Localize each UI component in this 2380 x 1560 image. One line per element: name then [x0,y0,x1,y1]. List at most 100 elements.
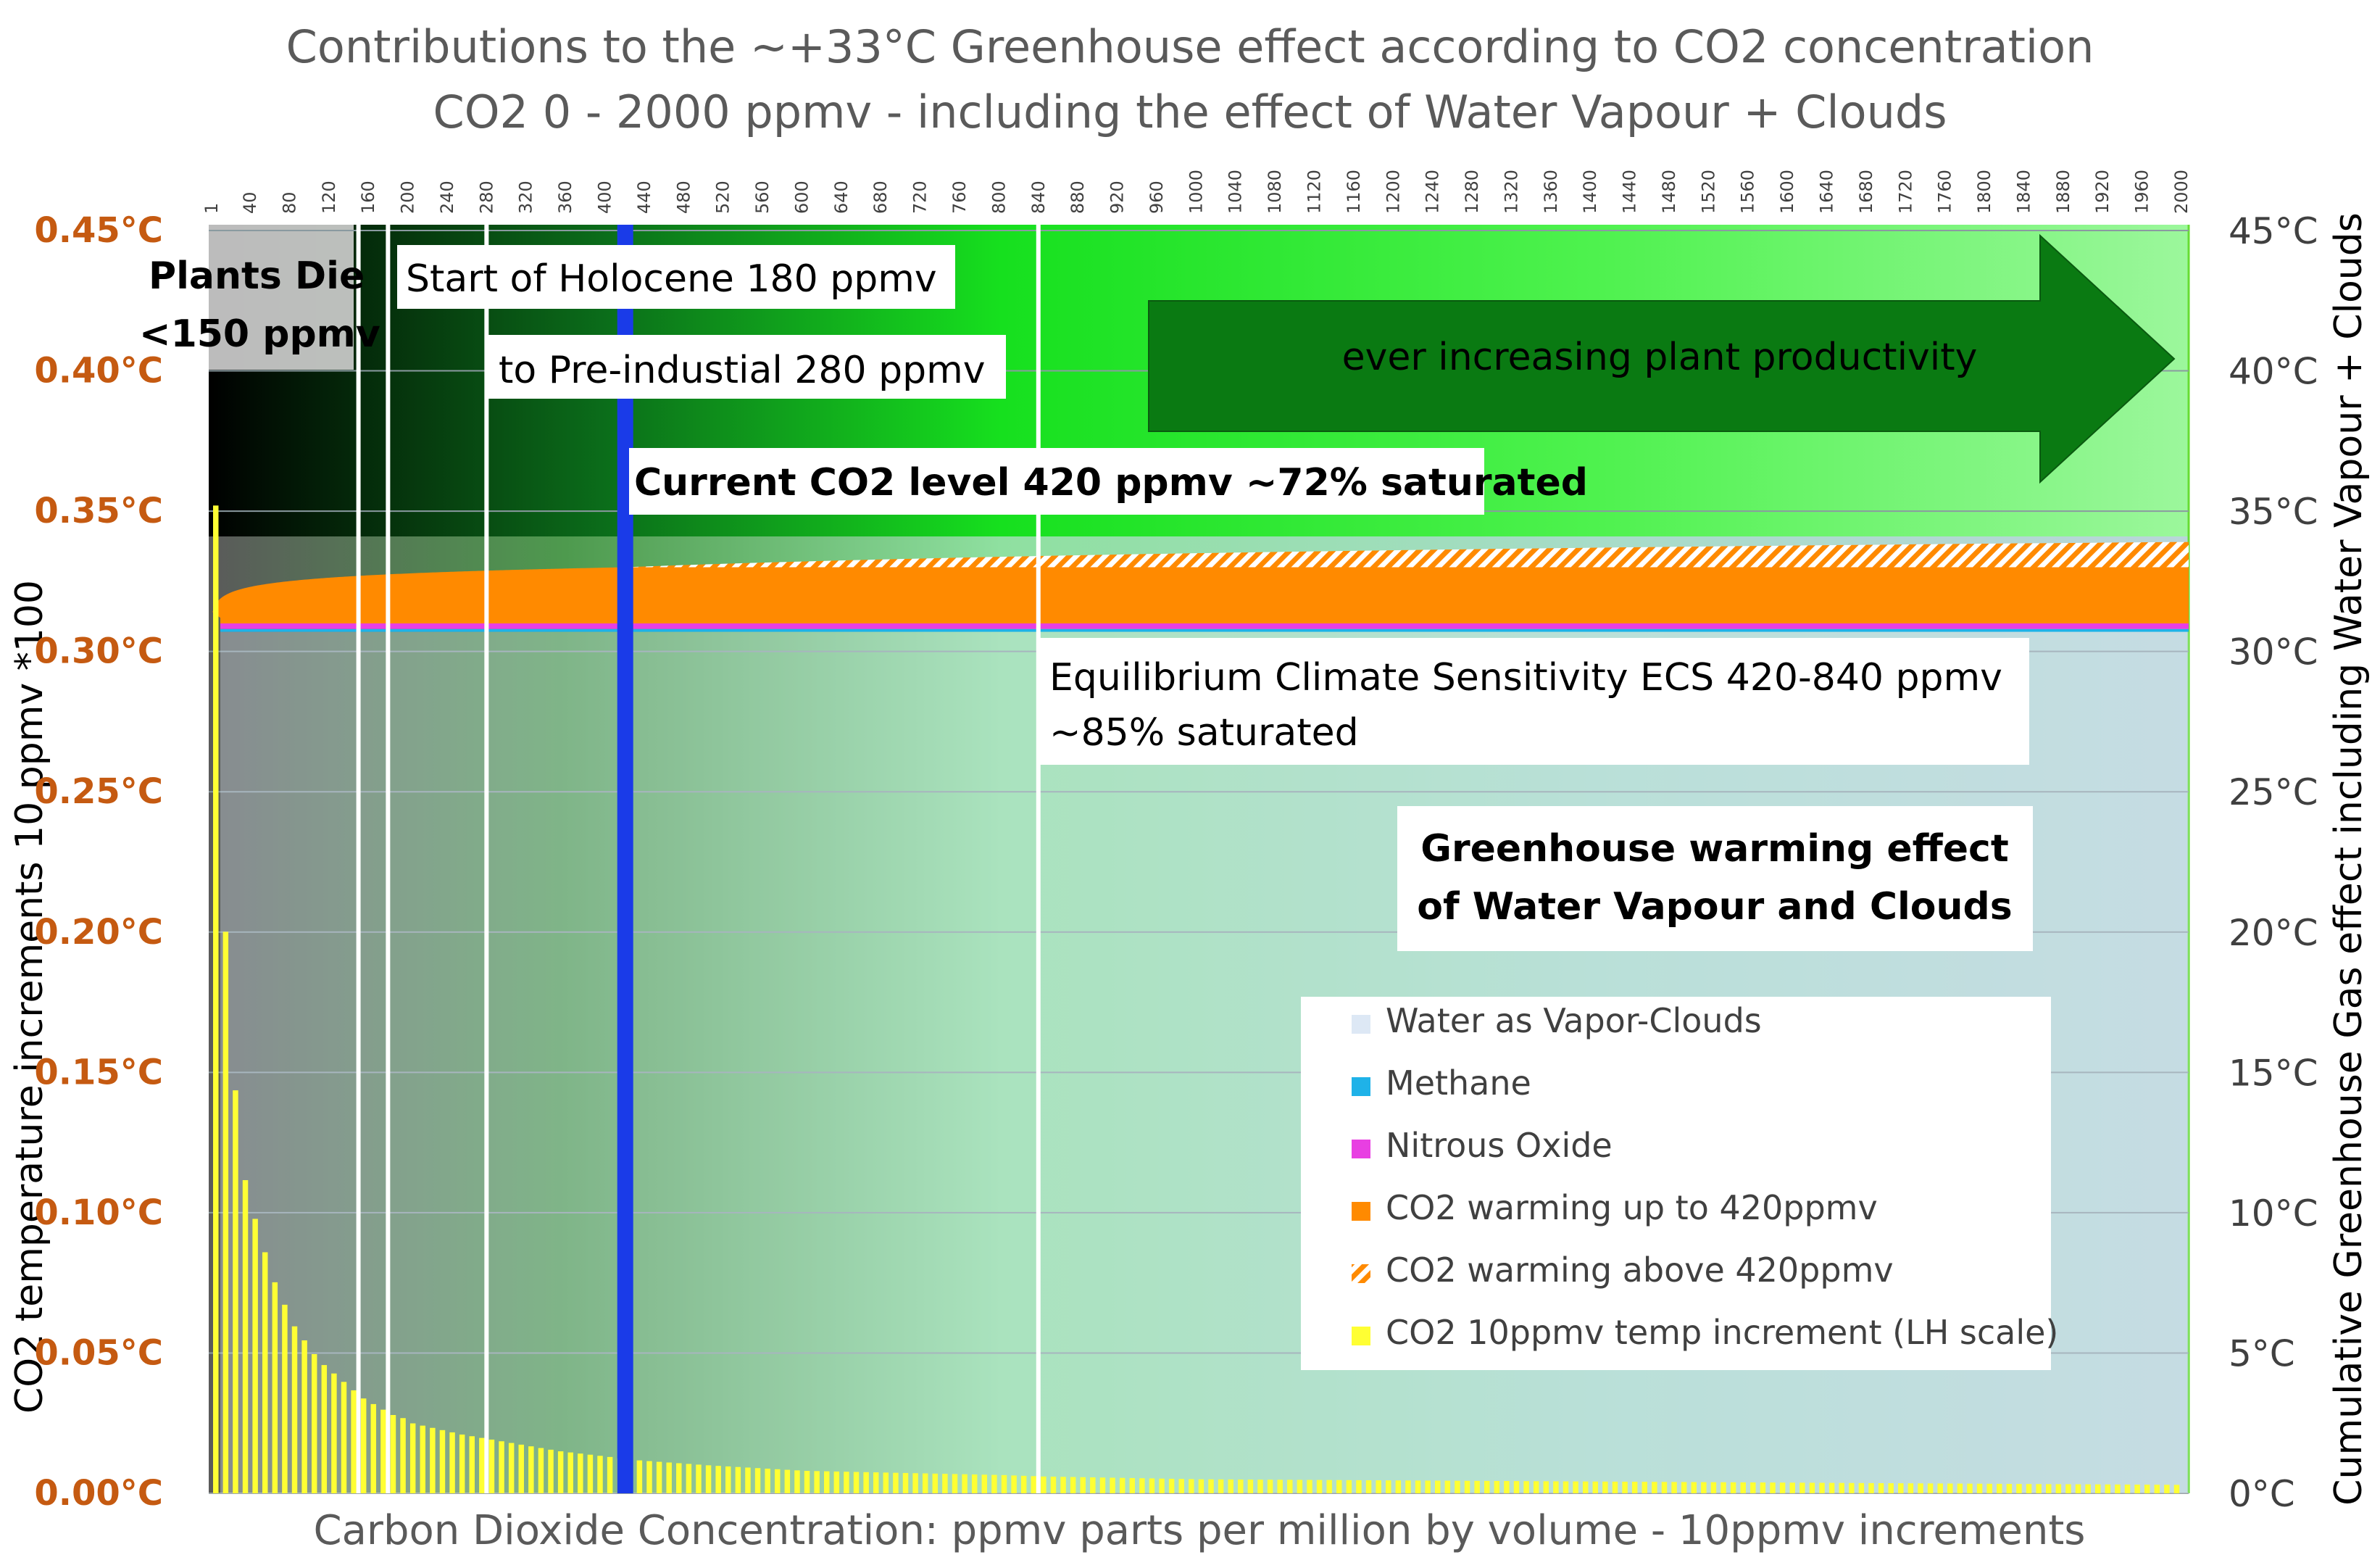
increment-bar [1533,1481,1539,1493]
y-right-tick-label: 25°C [2229,771,2318,813]
ecs-box [1036,638,2029,765]
x-tick-label: 1 [201,203,222,214]
increment-bar [1868,1482,1874,1493]
increment-bar [765,1469,770,1493]
increment-bar [1691,1482,1697,1493]
x-tick-label: 1480 [1659,170,1679,214]
increment-bar [1986,1483,1992,1493]
increment-bar [1819,1482,1825,1493]
legend-label: CO2 warming above 420ppmv [1386,1250,1894,1290]
increment-bar [1573,1481,1578,1493]
y-right-tick-label: 15°C [2229,1052,2318,1094]
increment-bar [1149,1478,1155,1493]
increment-bar [1681,1482,1687,1493]
x-tick-label: 2000 [2171,170,2192,214]
x-tick-label: 1600 [1777,170,1797,214]
increment-bar [1395,1480,1402,1493]
increment-bar [567,1452,573,1493]
x-tick-label: 40 [240,191,260,214]
y-right-tick-label: 20°C [2229,912,2318,954]
increment-bar [1189,1479,1194,1493]
increment-bar [1976,1483,1983,1493]
increment-bar [1316,1480,1323,1493]
x-tick-label: 480 [673,181,694,214]
increment-bar [2154,1485,2160,1493]
increment-bar [1927,1483,1934,1493]
water-vapour-box [1397,806,2033,951]
increment-bar [1671,1482,1677,1493]
increment-bar [2065,1484,2071,1493]
x-tick-label: 1160 [1344,170,1364,214]
increment-bar [1119,1477,1125,1493]
increment-bar [1031,1476,1037,1493]
legend-swatch [1352,1077,1370,1096]
x-tick-label: 1840 [2013,170,2034,214]
x-tick-label: 1120 [1304,170,1324,214]
increment-bar [1809,1482,1815,1493]
x-tick-label: 200 [398,181,418,214]
increment-bar [2006,1484,2013,1493]
x-tick-label: 680 [870,181,891,214]
increment-bar [1849,1482,1855,1493]
increment-bar [1110,1477,1115,1493]
increment-bar [311,1353,317,1493]
increment-bar [1828,1482,1835,1493]
increment-bar [1602,1481,1608,1493]
y-right-tick-label: 40°C [2229,351,2318,393]
increment-bar [1740,1482,1746,1493]
legend-label: Water as Vapor-Clouds [1386,1001,1762,1040]
x-tick-label: 640 [831,181,852,214]
co2-warming-band [212,567,2189,623]
increment-bar [833,1471,840,1493]
increment-bar [1080,1477,1086,1493]
x-tick-label: 920 [1107,181,1128,214]
x-tick-label: 1560 [1738,170,1758,214]
increment-bar [351,1390,357,1493]
increment-bar [1770,1482,1776,1493]
increment-bar [469,1436,475,1493]
x-tick-label: 1640 [1817,170,1837,214]
increment-bar [794,1470,800,1493]
increment-bar [528,1446,534,1493]
increment-bar [873,1472,879,1493]
increment-bar [1750,1482,1756,1493]
increment-bar [499,1441,504,1493]
current-level-label: Current CO2 level 420 ppmv ~72% saturate… [634,461,1588,505]
preindustrial-box [486,335,1006,399]
x-tick-label: 1880 [2053,170,2073,214]
increment-bar [1592,1481,1599,1493]
ecs-saturation-label: ~85% saturated [1049,711,1359,755]
increment-bar [430,1427,436,1493]
y-right-tick-label: 45°C [2229,210,2318,252]
increment-bar [2173,1485,2180,1493]
chart-title: Contributions to the ~+33°C Greenhouse e… [286,20,2094,73]
increment-bar [1099,1477,1106,1493]
increment-bar [1563,1481,1569,1493]
increment-bar [1346,1480,1352,1493]
x-tick-label: 1200 [1383,170,1403,214]
increment-bar [1405,1480,1411,1493]
x-tick-label: 800 [989,181,1009,214]
increment-bar [538,1448,544,1493]
increment-bar [1918,1483,1923,1493]
increment-bar [902,1472,909,1493]
increment-bar [1415,1480,1421,1493]
x-tick-label: 320 [516,181,536,214]
increment-bar [1356,1480,1362,1493]
y-left-tick-label: 0.35°C [34,491,163,531]
y-axis-right-ticks: 0°C 5°C 10°C 15°C 20°C 25°C 30°C 35°C 40°C 45°C [2229,210,2318,1515]
legend-label: CO2 10ppmv temp increment (LH scale) [1386,1313,2058,1352]
x-tick-label: 560 [752,181,773,214]
increment-bar [844,1472,849,1493]
increment-bar [380,1409,386,1493]
increment-bar [1612,1481,1618,1493]
y-right-tick-label: 5°C [2229,1332,2295,1374]
increment-bar [2134,1485,2140,1493]
increment-bar [1326,1480,1332,1493]
increment-bar [814,1471,820,1493]
increment-bar [676,1463,682,1493]
increment-bar [1957,1483,1963,1493]
increment-bar [745,1467,751,1493]
increment-bar [459,1434,465,1493]
increment-bar [1455,1480,1460,1493]
